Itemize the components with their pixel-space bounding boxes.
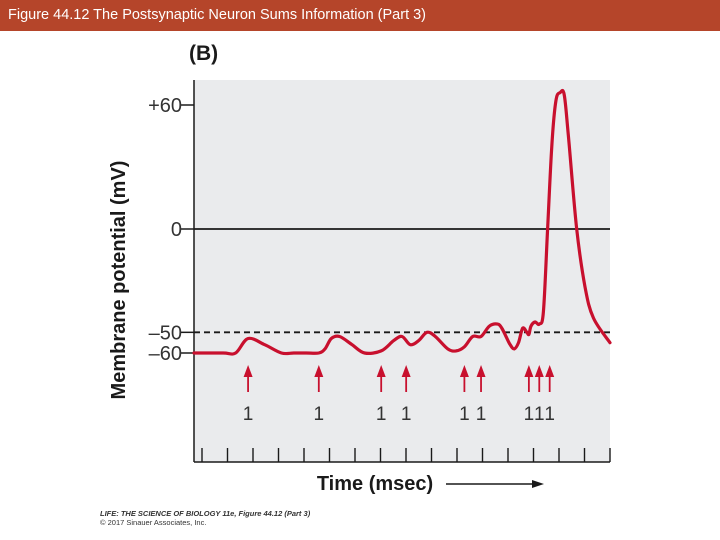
time-direction-arrow: [446, 480, 544, 488]
stimulus-arrow-head: [524, 365, 534, 377]
stimulus-label: 1: [476, 404, 487, 425]
stimulus-arrow-head: [314, 365, 324, 377]
title-bar: Figure 44.12 The Postsynaptic Neuron Sum…: [0, 0, 720, 31]
y-tick-label: +60: [148, 95, 182, 117]
stimulus-arrow: [314, 365, 324, 392]
stimulus-label: 1: [459, 404, 470, 425]
stimulus-label: 1: [534, 404, 545, 425]
stimulus-arrow-head: [243, 365, 253, 377]
stimulus-label: 1: [544, 404, 555, 425]
stimulus-arrow-head: [476, 365, 486, 377]
stimulus-label: 1: [243, 404, 254, 425]
stimulus-label: 1: [401, 404, 412, 425]
stimulus-arrow: [401, 365, 411, 392]
credit-line-1: LIFE: THE SCIENCE OF BIOLOGY 11e, Figure…: [100, 509, 311, 518]
figure-title: Figure 44.12 The Postsynaptic Neuron Sum…: [8, 7, 427, 23]
stimulus-label: 1: [314, 404, 325, 425]
source-credit: LIFE: THE SCIENCE OF BIOLOGY 11e, Figure…: [100, 509, 310, 527]
x-axis-label: Time (msec): [317, 473, 433, 495]
stimulus-arrow: [524, 365, 534, 392]
stimulus-arrow: [545, 365, 555, 392]
stimulus-arrow: [534, 365, 544, 392]
credit-line-2: © 2017 Sinauer Associates, Inc.: [100, 518, 207, 527]
stimulus-arrow-head: [545, 365, 555, 377]
stimulus-arrow: [476, 365, 486, 392]
stimulus-arrow-head: [401, 365, 411, 377]
stimulus-label: 1: [376, 404, 387, 425]
stimulus-arrow-head: [534, 365, 544, 377]
y-axis-label: Membrane potential (mV): [108, 161, 130, 400]
y-tick-label: –50: [149, 322, 182, 344]
y-tick-label: –60: [149, 343, 182, 365]
stimulus-arrow-head: [376, 365, 386, 377]
stimulus-arrow: [243, 365, 253, 392]
stimulus-arrow-head: [459, 365, 469, 377]
y-tick-label: 0: [171, 219, 182, 241]
plot-background: [194, 80, 610, 462]
stimulus-arrow: [459, 365, 469, 392]
stimulus-label: 1: [524, 404, 535, 425]
stimulus-arrow: [376, 365, 386, 392]
membrane-potential-trace: [192, 88, 612, 356]
panel-label: (B): [189, 42, 218, 65]
